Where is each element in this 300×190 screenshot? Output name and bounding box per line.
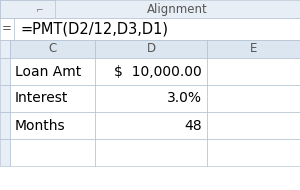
Bar	[10, 112, 95, 139]
Bar	[0, 58, 10, 85]
Bar	[0, 0, 55, 18]
Text: E: E	[250, 43, 257, 55]
Bar	[0, 139, 10, 166]
Bar	[14, 18, 300, 40]
Bar	[10, 58, 95, 85]
Bar	[95, 85, 207, 112]
Bar	[0, 18, 14, 40]
Bar	[10, 139, 95, 166]
Bar	[207, 139, 300, 166]
Text: Loan Amt: Loan Amt	[15, 64, 81, 78]
Text: Months: Months	[15, 119, 66, 132]
Text: 3.0%: 3.0%	[167, 92, 202, 105]
Bar	[207, 85, 300, 112]
Text: D: D	[146, 43, 156, 55]
Text: 48: 48	[184, 119, 202, 132]
Text: Alignment: Alignment	[147, 2, 208, 16]
Bar	[207, 58, 300, 85]
Text: =PMT(D2/12,D3,D1): =PMT(D2/12,D3,D1)	[20, 21, 168, 36]
Bar	[207, 40, 300, 58]
Text: Interest: Interest	[15, 92, 68, 105]
Bar	[0, 40, 10, 58]
Bar	[10, 40, 95, 58]
Text: $  10,000.00: $ 10,000.00	[114, 64, 202, 78]
Bar	[0, 85, 10, 112]
Bar	[95, 139, 207, 166]
Bar	[207, 112, 300, 139]
Bar	[0, 112, 10, 139]
Bar	[95, 40, 207, 58]
Text: ⌐: ⌐	[36, 6, 44, 15]
Bar	[0, 0, 300, 18]
Text: C: C	[48, 43, 57, 55]
Bar	[95, 112, 207, 139]
Bar	[95, 58, 207, 85]
Bar	[10, 85, 95, 112]
Text: =: =	[2, 22, 12, 36]
